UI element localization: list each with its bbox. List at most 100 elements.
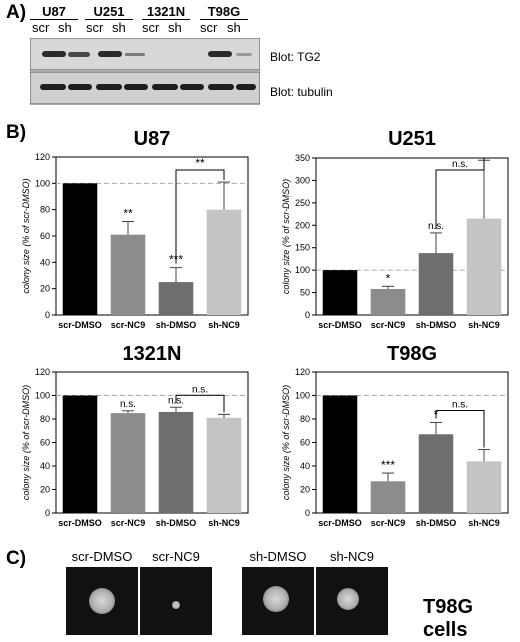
colony-blob bbox=[337, 588, 359, 610]
bracket-label: ** bbox=[195, 156, 205, 170]
y-tick-label: 80 bbox=[40, 205, 50, 215]
lane-label: scr bbox=[32, 20, 50, 35]
y-axis-label: colony size (% of scr-DMSO) bbox=[281, 385, 291, 500]
significance-label: ** bbox=[123, 207, 133, 221]
y-tick-label: 80 bbox=[300, 414, 310, 424]
panel-b-label: B) bbox=[6, 122, 27, 143]
panel-a-label: A) bbox=[6, 2, 27, 23]
y-tick-label: 40 bbox=[40, 461, 50, 471]
chart-1321n: 1321N 0 20 40 60 80 100 120 colony size (% of sc… bbox=[21, 343, 249, 528]
x-tick-label: scr-NC9 bbox=[111, 518, 146, 528]
comparison-bracket bbox=[175, 394, 225, 413]
colony-blob bbox=[89, 588, 115, 614]
x-tick-label: scr-NC9 bbox=[371, 320, 406, 330]
micrograph-caption: sh-NC9 bbox=[329, 549, 375, 564]
x-tick-label: scr-DMSO bbox=[58, 518, 102, 528]
significance-label: *** bbox=[381, 458, 395, 472]
bar bbox=[322, 270, 358, 315]
lane-label: scr bbox=[86, 20, 104, 35]
y-tick-label: 0 bbox=[45, 508, 50, 518]
blot-label-tubulin: Blot: tubulin bbox=[270, 85, 333, 99]
micrograph-image bbox=[66, 567, 138, 635]
y-tick-label: 100 bbox=[295, 265, 310, 275]
bracket-label: n.s. bbox=[452, 159, 468, 170]
bar bbox=[110, 413, 146, 513]
micrograph-image bbox=[140, 567, 212, 635]
y-tick-label: 120 bbox=[35, 152, 50, 162]
y-tick-label: 350 bbox=[295, 153, 310, 163]
chart-title: 1321N bbox=[123, 343, 182, 365]
x-tick-label: scr-NC9 bbox=[111, 320, 146, 330]
y-tick-label: 60 bbox=[40, 231, 50, 241]
y-tick-label: 120 bbox=[295, 367, 310, 377]
bar bbox=[322, 395, 358, 513]
cell-line-label: U87 bbox=[30, 4, 78, 20]
y-tick-label: 100 bbox=[295, 391, 310, 401]
micrograph-caption: scr-DMSO bbox=[71, 549, 133, 564]
lane-label: scr bbox=[142, 20, 160, 35]
x-tick-label: sh-DMSO bbox=[156, 518, 197, 528]
western-blot-image bbox=[30, 38, 260, 105]
bar bbox=[466, 461, 502, 513]
lane-label: sh bbox=[58, 20, 72, 35]
bar bbox=[466, 218, 502, 315]
bar bbox=[110, 234, 146, 315]
y-tick-label: 0 bbox=[45, 310, 50, 320]
y-axis-label: colony size (% of scr-DMSO) bbox=[281, 179, 291, 294]
y-tick-label: 120 bbox=[35, 367, 50, 377]
x-tick-label: sh-DMSO bbox=[416, 518, 457, 528]
x-tick-label: scr-NC9 bbox=[371, 518, 406, 528]
bar bbox=[62, 183, 98, 315]
chart-title: T98G bbox=[387, 343, 437, 365]
x-tick-label: sh-DMSO bbox=[156, 320, 197, 330]
bar bbox=[370, 481, 406, 513]
y-tick-label: 20 bbox=[40, 485, 50, 495]
lane-label: scr bbox=[200, 20, 218, 35]
blot-label-tg2: Blot: TG2 bbox=[270, 50, 321, 64]
x-tick-label: scr-DMSO bbox=[58, 320, 102, 330]
lane-label: sh bbox=[168, 20, 182, 35]
t98g-cells-label: T98G cells bbox=[423, 596, 474, 641]
bracket-label: n.s. bbox=[192, 384, 208, 395]
cell-line-label: U251 bbox=[85, 4, 133, 20]
micrograph-image bbox=[316, 567, 388, 635]
x-tick-label: sh-DMSO bbox=[416, 320, 457, 330]
colony-blob bbox=[172, 601, 180, 609]
chart-title: U87 bbox=[134, 128, 171, 150]
y-tick-label: 250 bbox=[295, 198, 310, 208]
colony-blob bbox=[263, 586, 289, 612]
x-tick-label: sh-NC9 bbox=[468, 320, 500, 330]
lane-label: sh bbox=[112, 20, 126, 35]
micrograph-image bbox=[242, 567, 314, 635]
chart-title: U251 bbox=[388, 128, 436, 150]
comparison-bracket bbox=[175, 169, 225, 264]
comparison-bracket bbox=[435, 158, 485, 229]
y-tick-label: 80 bbox=[40, 414, 50, 424]
y-tick-label: 20 bbox=[40, 284, 50, 294]
y-tick-label: 300 bbox=[295, 175, 310, 185]
bar bbox=[370, 288, 406, 315]
chart-t98g: T98G 0 20 40 60 80 100 120 colony size (% of scr… bbox=[281, 343, 509, 528]
x-tick-label: sh-NC9 bbox=[468, 518, 500, 528]
lane-label: sh bbox=[227, 20, 241, 35]
y-tick-label: 0 bbox=[305, 310, 310, 320]
plot-frame bbox=[315, 157, 509, 316]
y-tick-label: 200 bbox=[295, 220, 310, 230]
bar bbox=[418, 253, 454, 315]
bracket-label: n.s. bbox=[452, 400, 468, 411]
x-tick-label: scr-DMSO bbox=[318, 320, 362, 330]
x-tick-label: scr-DMSO bbox=[318, 518, 362, 528]
chart-u87: U87 0 20 40 60 80 100 120 colony size (% of scr-… bbox=[21, 128, 249, 330]
comparison-bracket bbox=[435, 410, 485, 448]
significance-label: n.s. bbox=[120, 399, 136, 410]
y-tick-label: 100 bbox=[35, 178, 50, 188]
chart-u251: U251 0 50 100 150 200 250 300 350 colony size (% … bbox=[281, 128, 509, 330]
y-tick-label: 150 bbox=[295, 243, 310, 253]
x-tick-label: sh-NC9 bbox=[208, 320, 240, 330]
cell-line-label: 1321N bbox=[142, 4, 190, 20]
bar bbox=[62, 395, 98, 513]
micrograph-caption: scr-NC9 bbox=[152, 549, 200, 564]
y-tick-label: 20 bbox=[300, 485, 310, 495]
x-tick-label: sh-NC9 bbox=[208, 518, 240, 528]
y-axis-label: colony size (% of scr-DMSO) bbox=[21, 178, 31, 293]
